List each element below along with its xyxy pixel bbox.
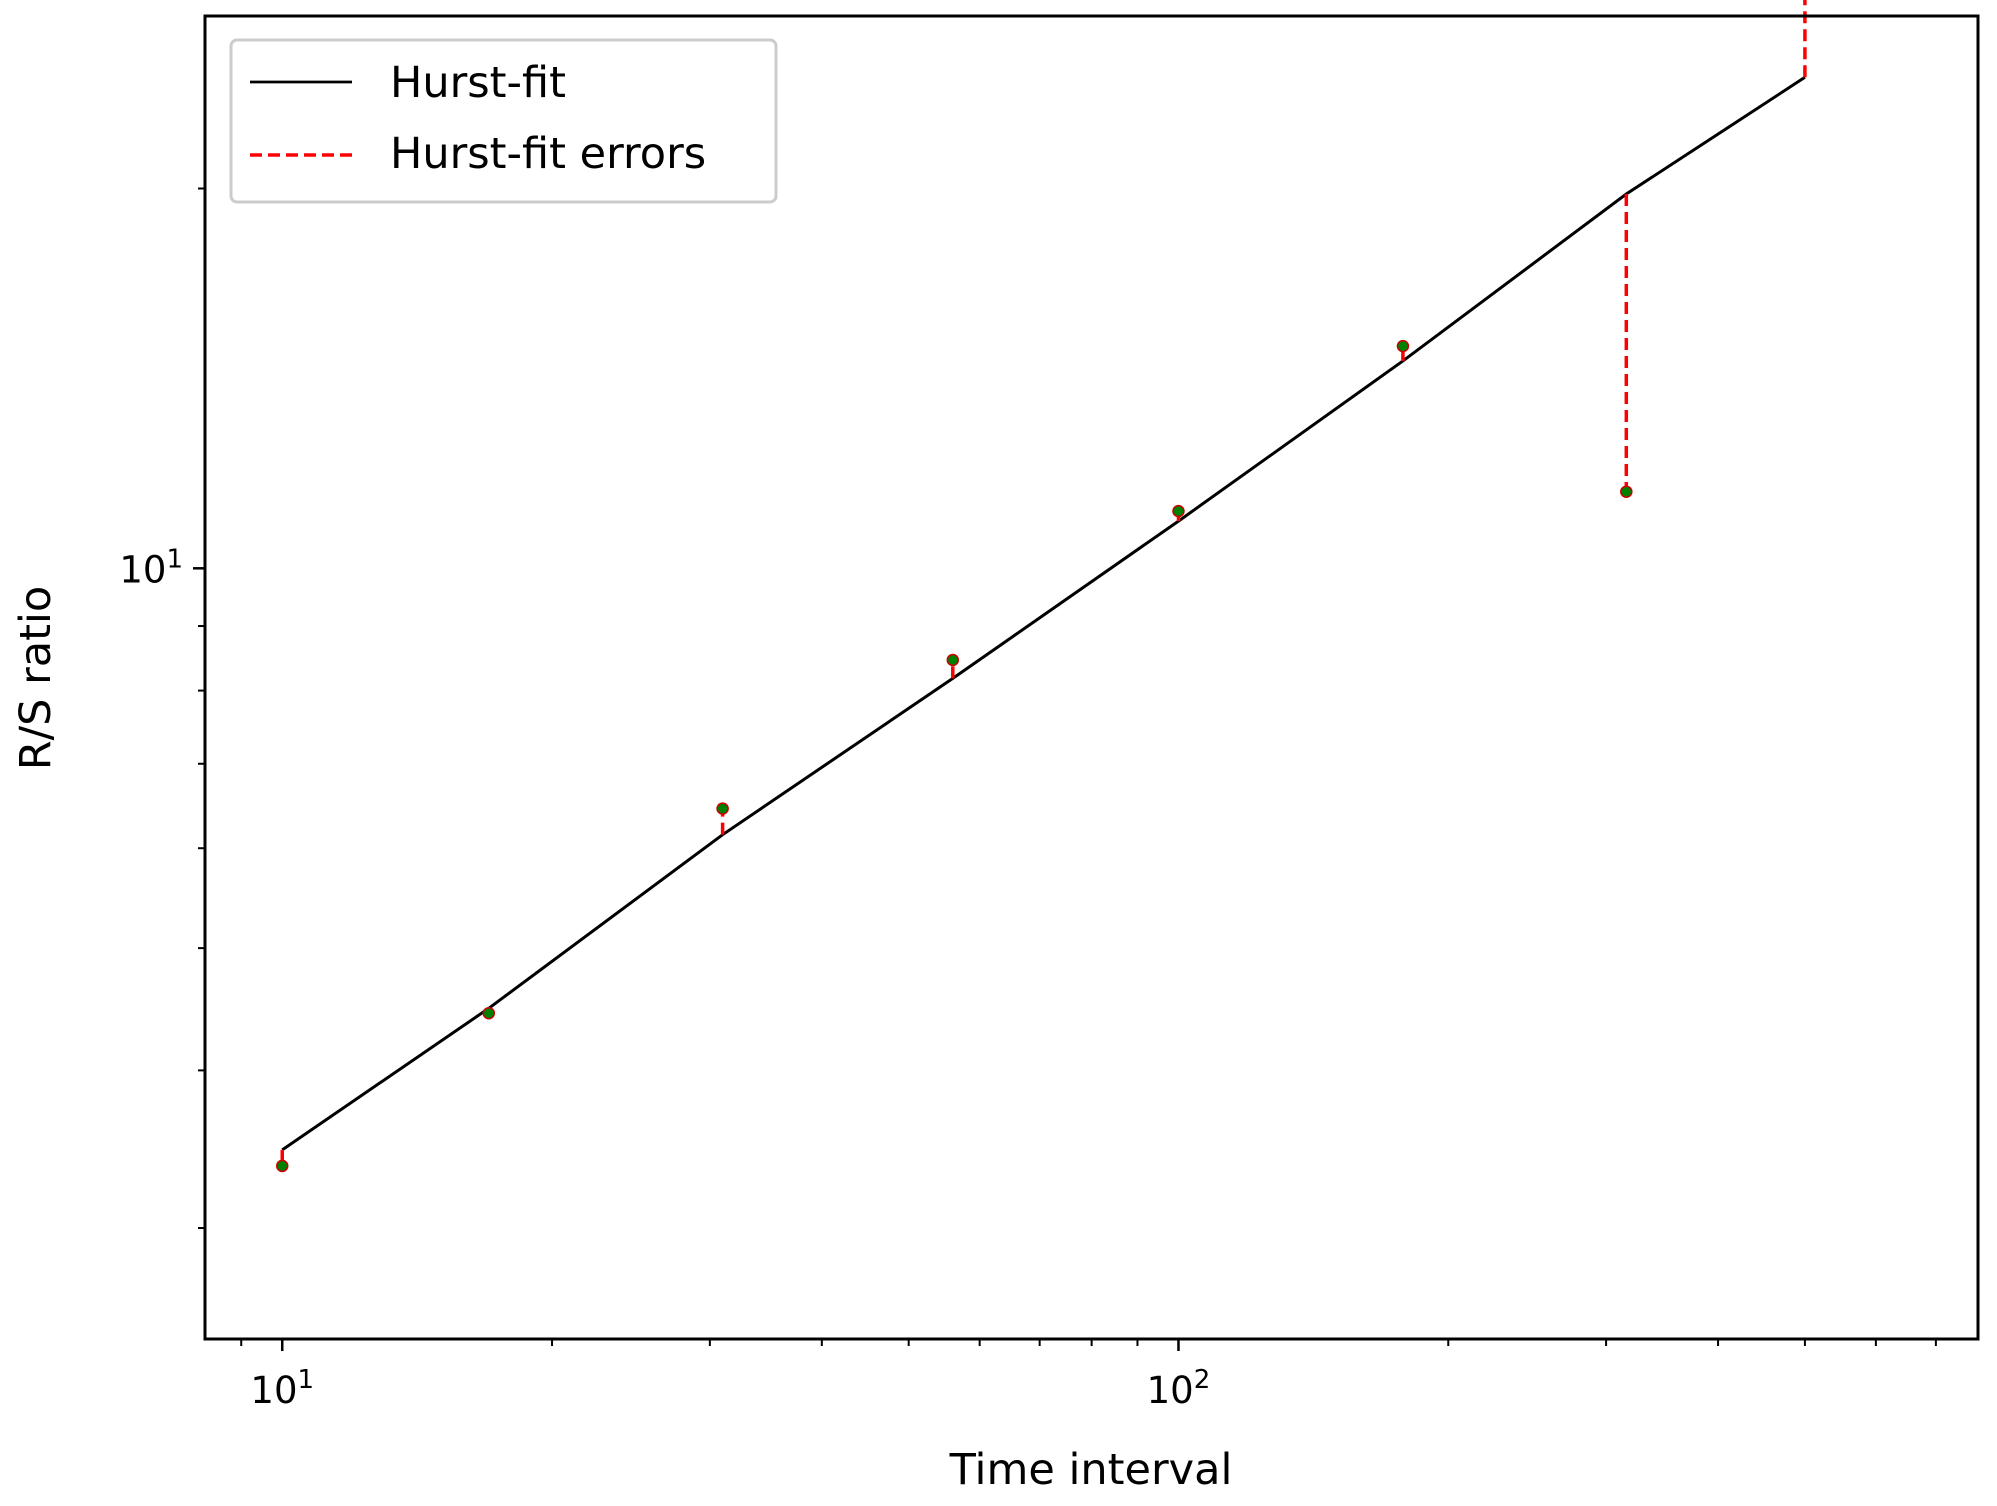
hurst-fit-line <box>281 76 1806 1152</box>
y-ticks: 101 <box>119 187 205 1230</box>
y-axis-label: R/S ratio <box>11 586 61 770</box>
legend-entry-hurst-fit-errors: Hurst-fit errors <box>390 129 706 179</box>
plot-background <box>205 16 1978 1339</box>
data-point <box>716 802 729 815</box>
data-point <box>482 1006 496 1020</box>
y-tick-label: 101 <box>119 544 183 591</box>
data-point <box>946 653 960 667</box>
x-axis-label: Time interval <box>949 1445 1233 1495</box>
x-ticks: 101 102 <box>240 1339 1937 1412</box>
data-point <box>1620 485 1633 498</box>
points-layer <box>275 339 1633 1173</box>
legend-entry-hurst-fit: Hurst-fit <box>390 58 566 108</box>
legend: Hurst-fit Hurst-fit errors <box>229 38 778 204</box>
fit-layer <box>281 76 1806 1152</box>
legend-box <box>229 38 778 204</box>
data-point <box>1172 504 1185 518</box>
data-point <box>275 1159 289 1173</box>
x-tick-label: 102 <box>1147 1365 1211 1412</box>
x-tick-label: 101 <box>250 1365 314 1412</box>
data-point <box>1396 339 1410 353</box>
